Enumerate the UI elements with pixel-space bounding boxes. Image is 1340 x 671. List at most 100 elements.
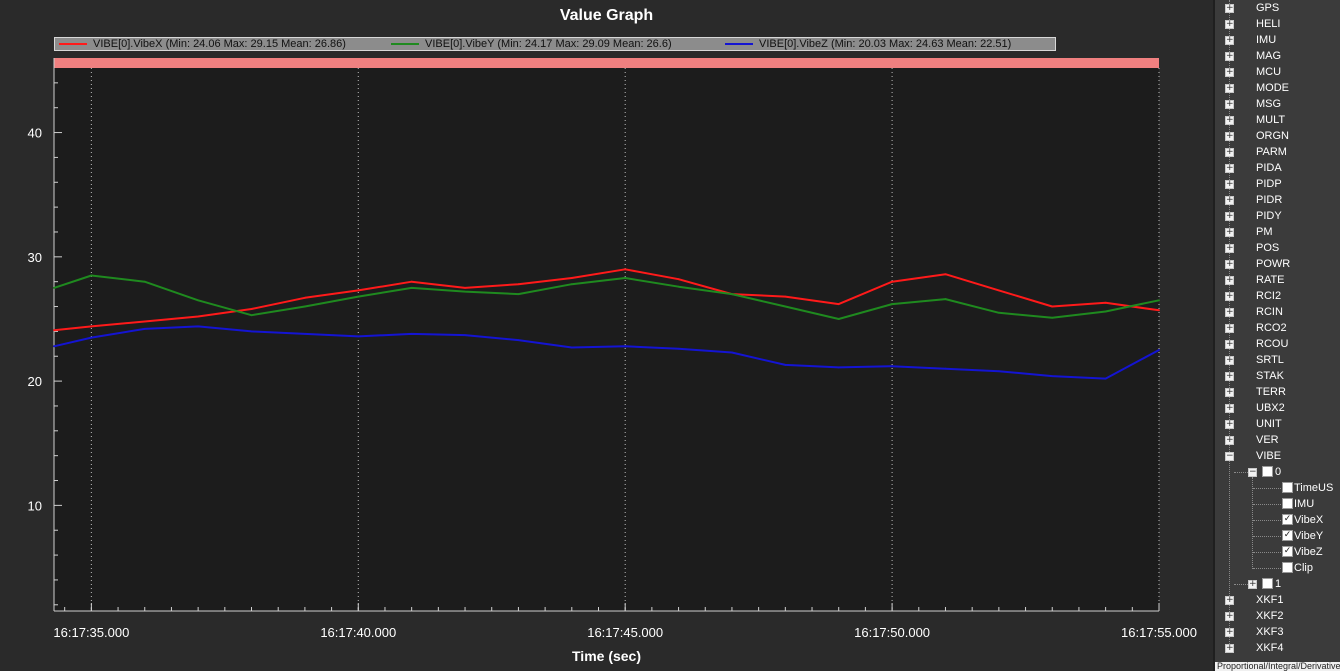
expand-icon[interactable]: +	[1225, 243, 1234, 253]
tree-item-pidy[interactable]: PIDY	[1256, 210, 1282, 222]
data-point	[570, 277, 573, 279]
tree-item-orgn[interactable]: ORGN	[1256, 130, 1289, 142]
field-vibez[interactable]: VibeZ	[1294, 546, 1323, 558]
field-clip[interactable]: Clip	[1294, 562, 1313, 574]
expand-icon[interactable]: +	[1225, 147, 1234, 157]
expand-icon[interactable]: +	[1225, 611, 1234, 621]
tree-item-srtl[interactable]: SRTL	[1256, 354, 1284, 366]
expand-icon[interactable]: +	[1225, 627, 1234, 637]
log-tree[interactable]: + GPS + HELI + IMU + MAG + MCU + MODE + MSG + MULT + ORGN…	[1213, 0, 1340, 671]
tree-item-ver[interactable]: VER	[1256, 434, 1279, 446]
tree-item-gps[interactable]: GPS	[1256, 2, 1280, 14]
tree-item-mult[interactable]: MULT	[1256, 114, 1286, 126]
expand-icon[interactable]: +	[1225, 3, 1234, 13]
data-point	[303, 332, 306, 335]
expand-icon[interactable]: +	[1225, 419, 1234, 429]
plot-area[interactable]: 10 20 30 40 16:17:35.000 16:17:40.000 16:17:45…	[0, 0, 1213, 671]
field-checkbox-vibey[interactable]: ✓	[1282, 530, 1293, 541]
data-point	[250, 308, 253, 310]
expand-icon[interactable]: +	[1225, 403, 1234, 413]
expand-icon[interactable]: +	[1225, 227, 1234, 237]
tree-item-imu[interactable]: IMU	[1256, 34, 1277, 46]
data-point	[357, 295, 360, 298]
data-point	[357, 289, 360, 292]
tree-item-mcu[interactable]: MCU	[1256, 66, 1282, 78]
tree-connector	[1253, 568, 1281, 569]
expand-icon[interactable]: +	[1225, 67, 1234, 77]
tree-item-pm[interactable]: PM	[1256, 226, 1273, 238]
expand-icon[interactable]: +	[1225, 595, 1234, 605]
field-imu[interactable]: IMU	[1294, 498, 1315, 510]
collapse-icon[interactable]: −	[1248, 467, 1257, 477]
expand-icon[interactable]: +	[1225, 307, 1234, 317]
data-point	[731, 351, 733, 354]
tree-node-0[interactable]: 0	[1275, 466, 1282, 478]
tree-item-vibe[interactable]: VIBE	[1256, 450, 1282, 462]
expand-icon[interactable]: +	[1225, 355, 1234, 365]
expand-icon[interactable]: +	[1225, 371, 1234, 381]
tree-item-xkf3[interactable]: XKF3	[1256, 626, 1284, 638]
tree-item-powr[interactable]: POWR	[1256, 258, 1291, 270]
tree-item-rcin[interactable]: RCIN	[1256, 306, 1283, 318]
tree-item-stak[interactable]: STAK	[1256, 370, 1284, 382]
tree-checkbox-1[interactable]	[1262, 578, 1273, 589]
data-point	[1051, 316, 1054, 319]
tree-node-1[interactable]: 1	[1275, 578, 1282, 590]
tree-item-pos[interactable]: POS	[1256, 242, 1280, 254]
expand-icon[interactable]: +	[1225, 291, 1234, 301]
tree-item-xkf1[interactable]: XKF1	[1256, 594, 1284, 606]
x-tick-label: 16:17:50.000	[854, 625, 930, 640]
expand-icon[interactable]: +	[1225, 83, 1234, 93]
tree-item-unit[interactable]: UNIT	[1256, 418, 1282, 430]
expand-icon[interactable]: +	[1225, 211, 1234, 221]
tree-item-heli[interactable]: HELI	[1256, 18, 1281, 30]
field-vibey[interactable]: VibeY	[1294, 530, 1324, 542]
expand-icon[interactable]: +	[1225, 323, 1234, 333]
expand-icon[interactable]: +	[1225, 387, 1234, 397]
field-timeus[interactable]: TimeUS	[1294, 482, 1334, 494]
field-checkbox-clip[interactable]	[1282, 562, 1293, 573]
expand-icon[interactable]: +	[1225, 179, 1234, 189]
expand-icon[interactable]: +	[1248, 579, 1257, 589]
expand-icon[interactable]: +	[1225, 35, 1234, 45]
expand-icon[interactable]: +	[1225, 51, 1234, 61]
expand-icon[interactable]: +	[1225, 339, 1234, 349]
tree-item-rate[interactable]: RATE	[1256, 274, 1285, 286]
field-checkbox-vibez[interactable]: ✓	[1282, 546, 1293, 557]
expand-icon[interactable]: +	[1225, 275, 1234, 285]
field-checkbox-imu[interactable]	[1282, 498, 1293, 509]
data-point	[784, 295, 787, 298]
tree-item-pidp[interactable]: PIDP	[1256, 178, 1282, 190]
tree-item-pida[interactable]: PIDA	[1256, 162, 1282, 174]
tree-item-parm[interactable]: PARM	[1256, 146, 1287, 158]
data-point	[1158, 299, 1160, 302]
tree-item-mode[interactable]: MODE	[1256, 82, 1289, 94]
legend-label-vibey: VIBE[0].VibeY (Min: 24.17 Max: 29.09 Mea…	[425, 38, 672, 50]
expand-icon[interactable]: +	[1225, 99, 1234, 109]
expand-icon[interactable]: +	[1225, 115, 1234, 125]
tree-item-rco2[interactable]: RCO2	[1256, 322, 1287, 334]
collapse-icon[interactable]: −	[1225, 451, 1234, 461]
tree-checkbox-0[interactable]	[1262, 466, 1273, 477]
tree-item-rci2[interactable]: RCI2	[1256, 290, 1282, 302]
field-vibex[interactable]: VibeX	[1294, 514, 1324, 526]
field-checkbox-vibex[interactable]: ✓	[1282, 514, 1293, 525]
tree-item-ubx2[interactable]: UBX2	[1256, 402, 1285, 414]
tree-item-xkf2[interactable]: XKF2	[1256, 610, 1284, 622]
field-checkbox-timeus[interactable]	[1282, 482, 1293, 493]
tree-item-xkf4[interactable]: XKF4	[1256, 642, 1284, 654]
tree-item-pidr[interactable]: PIDR	[1256, 194, 1283, 206]
expand-icon[interactable]: +	[1225, 19, 1234, 29]
tree-item-msg[interactable]: MSG	[1256, 98, 1282, 110]
expand-icon[interactable]: +	[1225, 131, 1234, 141]
tree-item-rcou[interactable]: RCOU	[1256, 338, 1289, 350]
expand-icon[interactable]: +	[1225, 163, 1234, 173]
expand-icon[interactable]: +	[1225, 435, 1234, 445]
tree-item-mag[interactable]: MAG	[1256, 50, 1282, 62]
expand-icon[interactable]: +	[1225, 259, 1234, 269]
tree-connector	[1253, 536, 1281, 537]
tree-item-terr[interactable]: TERR	[1256, 386, 1286, 398]
expand-icon[interactable]: +	[1225, 195, 1234, 205]
expand-icon[interactable]: +	[1225, 643, 1234, 653]
y-tick-label: 30	[28, 250, 42, 265]
